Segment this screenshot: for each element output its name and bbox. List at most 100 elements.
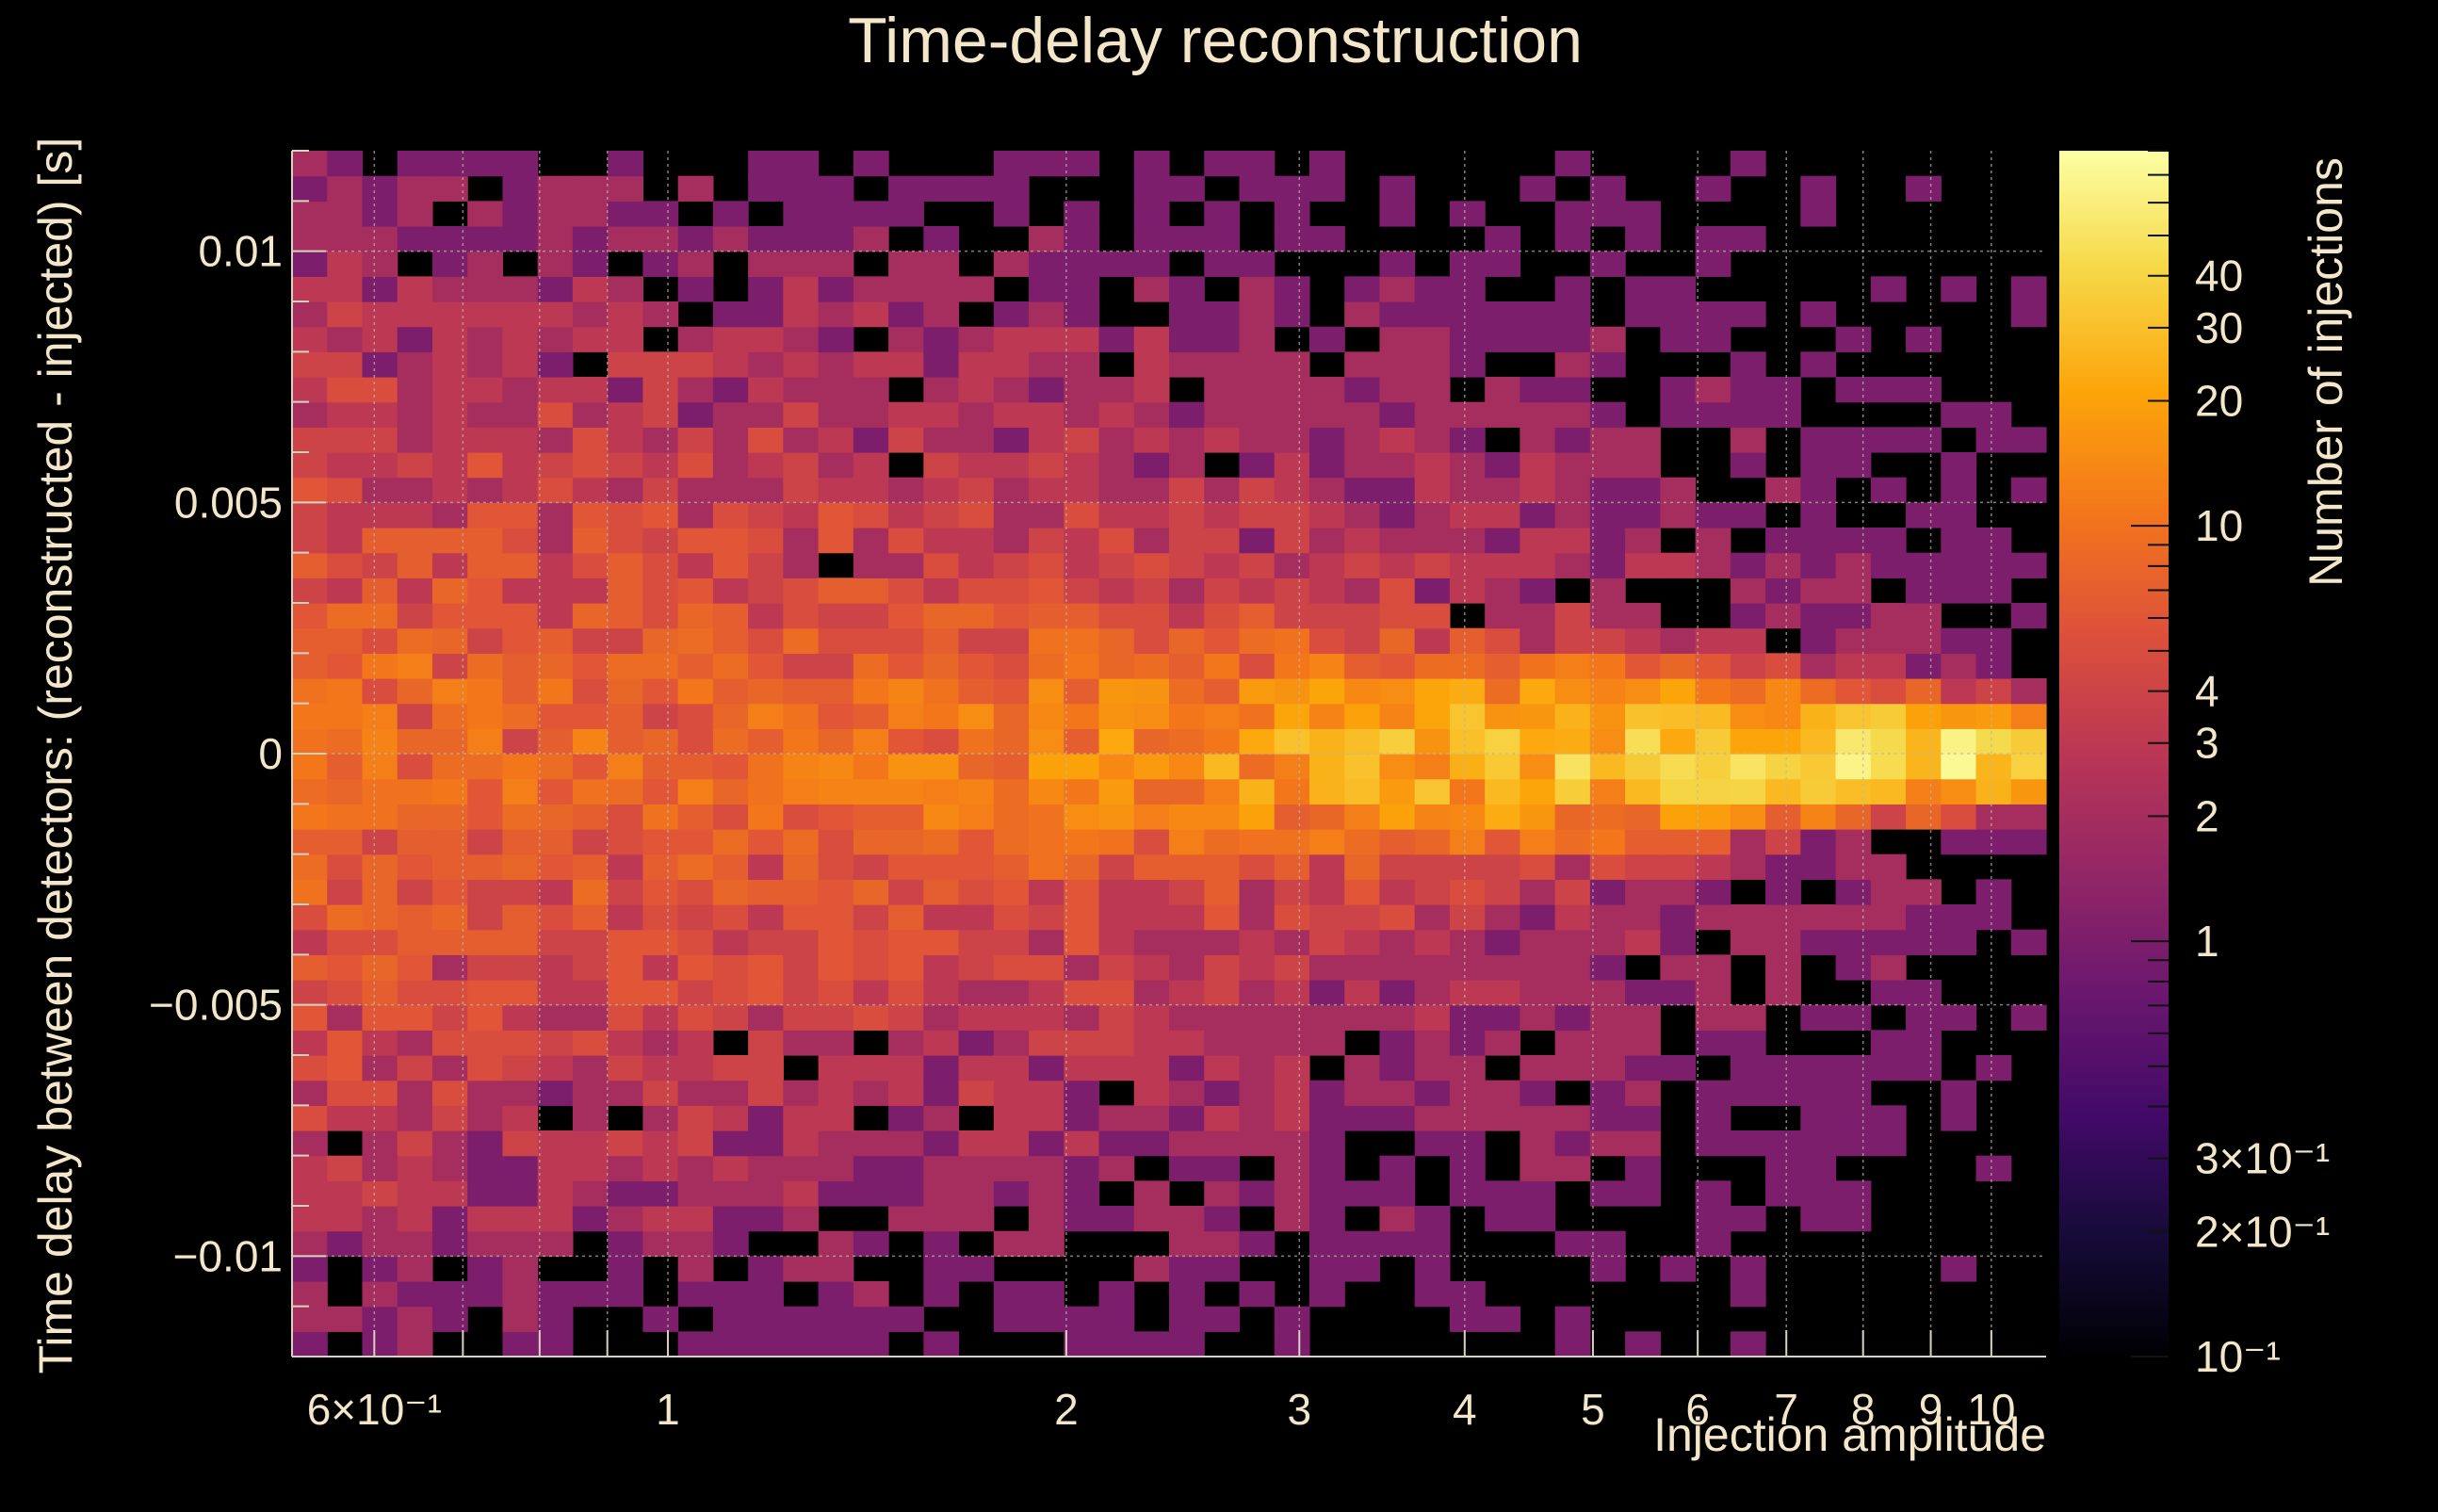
heatmap-cell [1589, 1256, 1626, 1282]
heatmap-cell [1589, 1130, 1626, 1157]
heatmap-cell [502, 1155, 539, 1181]
heatmap-cell [1449, 552, 1486, 578]
heatmap-cell [397, 854, 433, 880]
heatmap-cell [1344, 929, 1381, 955]
heatmap-cell [1625, 1055, 1661, 1081]
heatmap-cell [572, 577, 609, 604]
heatmap-cell [748, 954, 784, 981]
heatmap-cell [1589, 1105, 1626, 1131]
heatmap-cell [1169, 728, 1205, 755]
heatmap-cell [1835, 829, 1872, 855]
heatmap-cell [1344, 728, 1381, 755]
heatmap-cell [923, 653, 960, 679]
heatmap-cell [1239, 1130, 1276, 1157]
heatmap-cell [783, 804, 820, 830]
heatmap-cell [327, 728, 364, 755]
heatmap-cell [1133, 401, 1170, 428]
heatmap-cell [1239, 175, 1276, 202]
heatmap-cell [1308, 1030, 1345, 1056]
heatmap-cell [1695, 728, 1731, 755]
heatmap-cell [292, 351, 328, 378]
heatmap-cell [1379, 1030, 1416, 1056]
heatmap-cell [1064, 1130, 1100, 1157]
heatmap-cell [608, 904, 643, 931]
heatmap-cell [572, 904, 609, 931]
heatmap-cell [853, 854, 889, 880]
heatmap-cell [1064, 1206, 1100, 1232]
heatmap-cell [642, 351, 679, 378]
heatmap-cell [1554, 980, 1591, 1006]
heatmap-cell [748, 1206, 784, 1232]
heatmap-cell [1064, 1155, 1100, 1181]
heatmap-cell [712, 1180, 749, 1207]
heatmap-cell [1765, 477, 1801, 503]
heatmap-cell [1625, 1130, 1661, 1157]
heatmap-cell [1660, 703, 1697, 729]
heatmap-cell [1344, 1055, 1381, 1081]
heatmap-cell [467, 1130, 504, 1157]
heatmap-cell [783, 1105, 820, 1131]
heatmap-cell [1554, 778, 1591, 805]
heatmap-cell [1133, 1105, 1170, 1131]
heatmap-cell [783, 854, 820, 880]
heatmap-cell [327, 854, 364, 880]
heatmap-cell [1485, 301, 1520, 328]
heatmap-cell [1800, 1105, 1837, 1131]
heatmap-cell [853, 401, 889, 428]
heatmap-cell [1695, 502, 1731, 528]
heatmap-cell [1064, 452, 1100, 479]
heatmap-cell [783, 1004, 820, 1031]
heatmap-cell [1414, 1080, 1451, 1106]
heatmap-cell [1098, 879, 1135, 905]
heatmap-cell [608, 276, 643, 302]
heatmap-cell [1204, 1306, 1241, 1332]
heatmap-cell [1520, 929, 1556, 955]
heatmap-cell [783, 778, 820, 805]
heatmap-cell [502, 1281, 539, 1308]
heatmap-cell [783, 552, 820, 578]
heatmap-cell [1029, 502, 1065, 528]
heatmap-cell [1133, 678, 1170, 705]
heatmap-cell [362, 528, 398, 554]
heatmap-cell [2010, 754, 2047, 780]
heatmap-cell [1133, 201, 1170, 227]
heatmap-cell [1239, 728, 1276, 755]
heatmap-cell [888, 276, 924, 302]
heatmap-cell [1941, 678, 1977, 705]
heatmap-cell [783, 351, 820, 378]
heatmap-cell [1239, 653, 1276, 679]
colorbar-tick-label: 3 [2195, 719, 2219, 768]
heatmap-cell [783, 401, 820, 428]
heatmap-cell [467, 929, 504, 955]
heatmap-cell [1308, 778, 1345, 805]
heatmap-cell [748, 401, 784, 428]
heatmap-cell [1800, 678, 1837, 705]
heatmap-cell [292, 1230, 328, 1257]
heatmap-cell [1625, 427, 1661, 453]
heatmap-cell [537, 175, 574, 202]
heatmap-cell [1941, 477, 1977, 503]
heatmap-cell [748, 427, 784, 453]
heatmap-cell [783, 502, 820, 528]
colorbar-tick-label: 1 [2195, 917, 2219, 966]
heatmap-cell [1554, 1155, 1591, 1181]
heatmap-cell [1098, 377, 1135, 403]
heatmap-cell [292, 829, 328, 855]
heatmap-cell [1098, 980, 1135, 1006]
heatmap-cell [292, 627, 328, 654]
heatmap-cell [818, 251, 854, 277]
heatmap-cell [1204, 1030, 1241, 1056]
heatmap-cell [1098, 502, 1135, 528]
heatmap-cell [1064, 552, 1100, 578]
heatmap-cell [1308, 1281, 1345, 1308]
heatmap-cell [2010, 804, 2047, 830]
heatmap-cell [327, 326, 364, 352]
heatmap-cell [572, 401, 609, 428]
heatmap-cell [818, 1080, 854, 1106]
heatmap-cell [923, 326, 960, 352]
heatmap-cell [292, 401, 328, 428]
heatmap-cell [537, 1230, 574, 1257]
heatmap-cell [431, 627, 468, 654]
heatmap-cell [1204, 829, 1241, 855]
heatmap-cell [818, 754, 854, 780]
